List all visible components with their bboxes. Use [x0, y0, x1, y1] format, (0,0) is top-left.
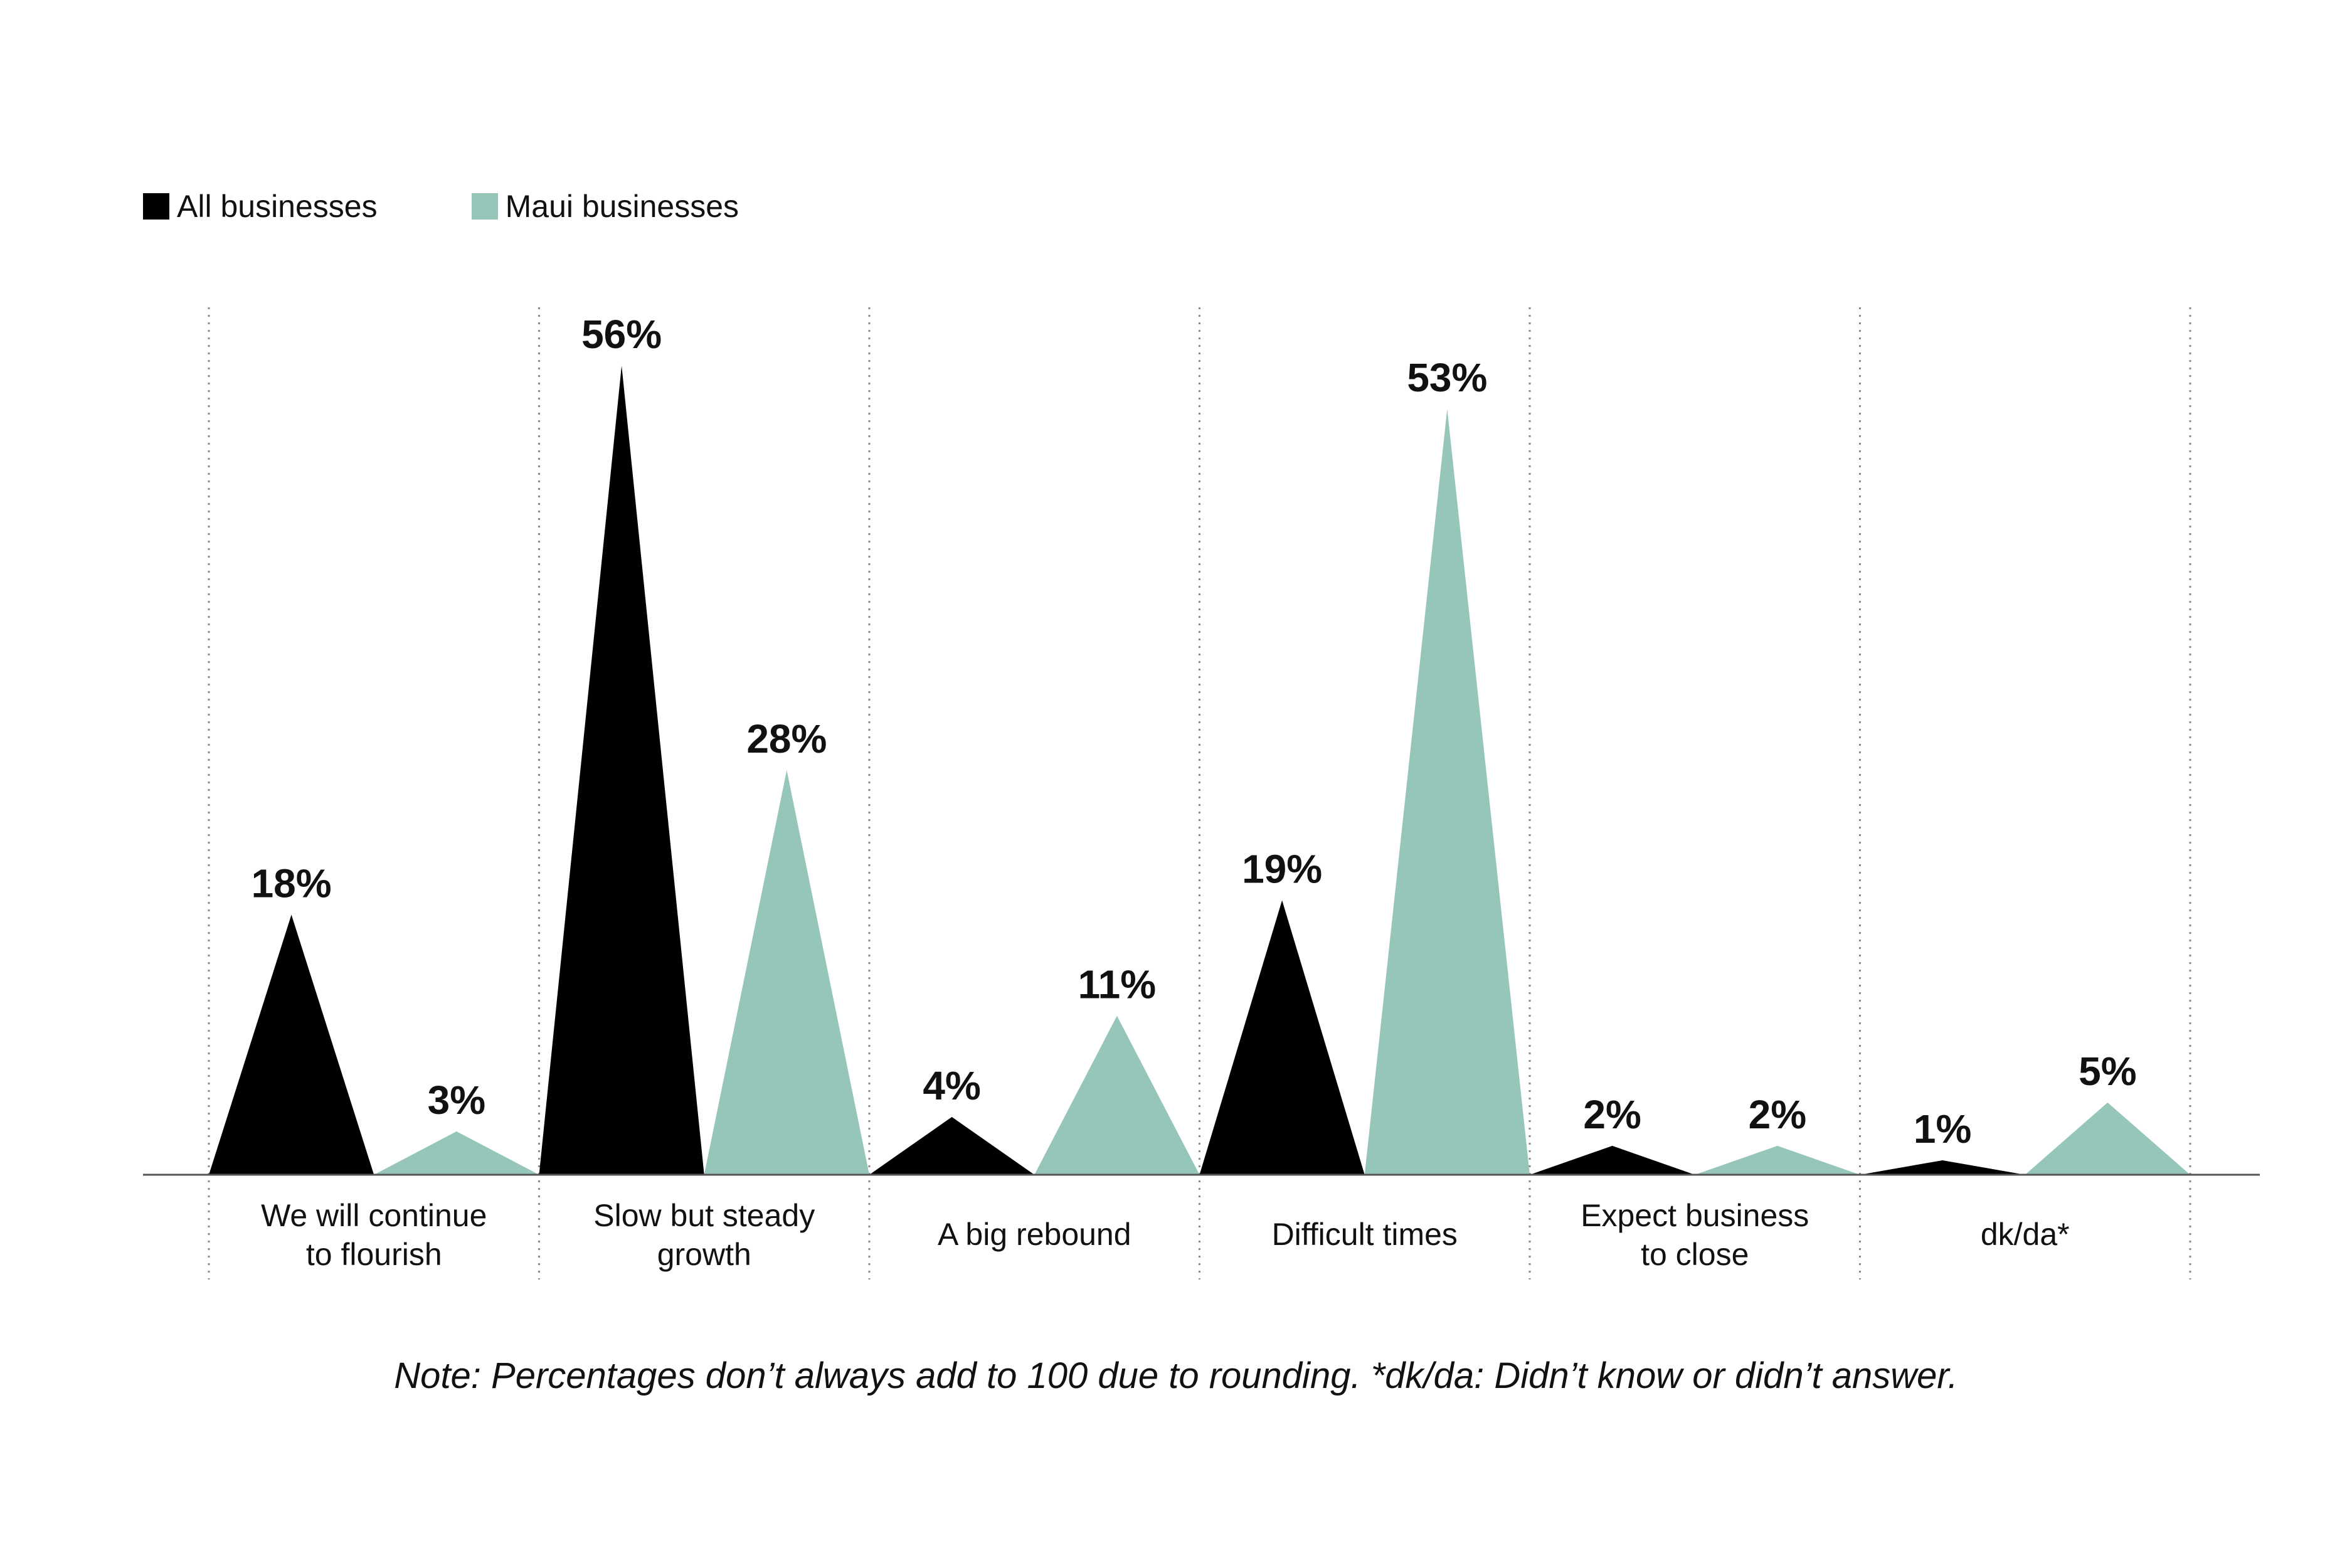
triangle-maui-0 [374, 1131, 539, 1175]
data-label-maui-0: 3% [428, 1078, 486, 1123]
data-label-all-5: 1% [1914, 1106, 1972, 1152]
triangle-maui-5 [2025, 1102, 2190, 1175]
category-label-0-0: We will continue [261, 1198, 487, 1233]
category-label-1-1: growth [657, 1237, 751, 1272]
triangle-all-2 [869, 1116, 1035, 1175]
legend-item-all: All businesses [143, 188, 378, 225]
data-label-maui-3: 53% [1407, 355, 1487, 400]
data-label-maui-4: 2% [1749, 1092, 1807, 1137]
data-label-all-0: 18% [252, 861, 332, 906]
triangle-maui-1 [704, 770, 869, 1175]
legend-item-maui: Maui businesses [471, 188, 739, 225]
legend-swatch-all [143, 193, 169, 220]
category-label-5-0: dk/da* [1981, 1217, 2070, 1252]
data-label-maui-5: 5% [2079, 1049, 2137, 1094]
data-label-all-4: 2% [1583, 1092, 1641, 1137]
data-label-all-2: 4% [923, 1063, 981, 1108]
category-label-0-1: to flourish [306, 1237, 442, 1272]
category-label-1-0: Slow but steady [593, 1198, 815, 1233]
triangle-all-5 [1860, 1160, 2025, 1175]
triangle-all-0 [209, 914, 374, 1175]
triangle-all-1 [539, 366, 704, 1175]
data-label-maui-1: 28% [746, 716, 827, 761]
data-label-all-3: 19% [1242, 846, 1322, 891]
legend-label-maui: Maui businesses [505, 189, 739, 224]
category-label-2-0: A big rebound [938, 1217, 1131, 1252]
category-label-3-0: Difficult times [1272, 1217, 1458, 1252]
triangle-all-3 [1199, 900, 1365, 1175]
chart-note: Note: Percentages don’t always add to 10… [394, 1355, 1958, 1396]
data-label-maui-2: 11% [1078, 962, 1157, 1007]
category-label-4-0: Expect business [1581, 1198, 1809, 1233]
legend-swatch-maui [471, 193, 498, 220]
triangle-maui-3 [1364, 409, 1530, 1175]
triangle-all-4 [1530, 1145, 1695, 1175]
legend-label-all: All businesses [177, 189, 378, 224]
data-label-all-1: 56% [581, 312, 662, 357]
triangle-maui-2 [1034, 1015, 1200, 1175]
triangle-maui-4 [1695, 1145, 1860, 1175]
legend: All businesses Maui businesses [143, 188, 833, 225]
category-label-4-1: to close [1641, 1237, 1749, 1272]
